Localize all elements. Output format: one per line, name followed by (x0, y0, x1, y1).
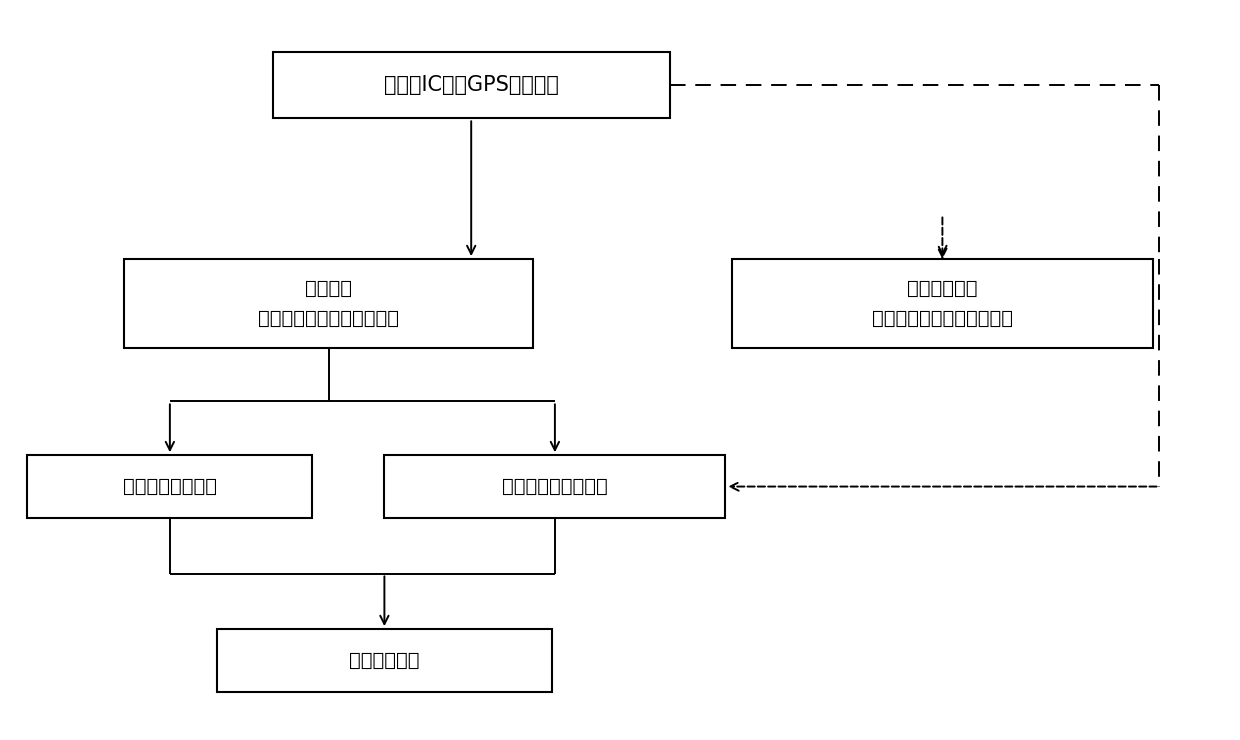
Bar (384, 455, 725, 518)
Bar (27, 455, 312, 518)
Bar (273, 52, 670, 118)
Bar (732, 259, 1153, 348)
Text: 站台停靠站时间建模: 站台停靠站时间建模 (502, 477, 608, 496)
Text: 路线旅行时间: 路线旅行时间 (350, 651, 419, 670)
Text: 选定线路
到离站时间和上车人数提取: 选定线路 到离站时间和上车人数提取 (258, 279, 399, 328)
Bar (124, 259, 533, 348)
Bar (217, 629, 552, 692)
Text: 其他经过线路
到离站时间和上车人数提取: 其他经过线路 到离站时间和上车人数提取 (872, 279, 1013, 328)
Text: 路段旅行时间拟合: 路段旅行时间拟合 (123, 477, 217, 496)
Text: 公交车IC卡和GPS数据采集: 公交车IC卡和GPS数据采集 (383, 75, 559, 95)
